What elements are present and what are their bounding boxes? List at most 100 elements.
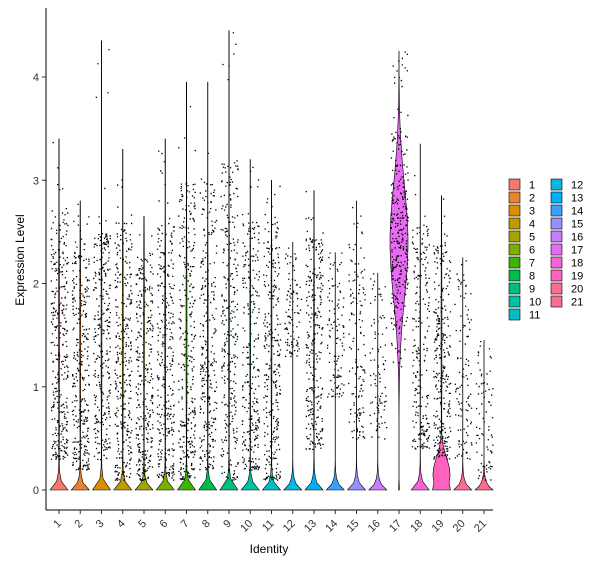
- violin-group-9: [219, 30, 239, 491]
- legend-item-7: 7: [508, 256, 535, 270]
- legend-item-15: 15: [550, 217, 583, 231]
- violin-group-2: [70, 200, 90, 491]
- x-tick-label: 7: [179, 518, 192, 531]
- legend-item-2: 2: [508, 191, 535, 205]
- x-axis-title: Identity: [250, 542, 289, 556]
- violin-group-11: [261, 179, 282, 491]
- y-tick-label: 1: [33, 382, 39, 394]
- legend-item-21: 21: [550, 295, 583, 309]
- legend-key-21: [550, 295, 563, 308]
- x-tick-label: 3: [94, 518, 107, 531]
- legend-label-18: 18: [571, 258, 583, 270]
- violin-group-3: [91, 40, 112, 491]
- legend-label-17: 17: [571, 245, 583, 257]
- legend-label-16: 16: [571, 232, 583, 244]
- legend-item-14: 14: [550, 204, 583, 218]
- violin-3: [91, 40, 112, 491]
- violin-group-7: [176, 81, 197, 491]
- y-axis-title: Expression Level: [13, 214, 27, 305]
- violin-group-10: [240, 159, 260, 491]
- legend-item-17: 17: [550, 243, 583, 257]
- legend-item-8: 8: [508, 269, 535, 283]
- legend-item-12: 12: [550, 178, 583, 192]
- violin-group-5: [134, 216, 154, 491]
- x-tick-label: 10: [238, 518, 255, 535]
- x-tick-label: 2: [73, 518, 86, 531]
- legend-key-1: [508, 178, 521, 191]
- jitter-points-18: [411, 175, 430, 450]
- x-tick-label: 18: [408, 518, 425, 535]
- legend-label-14: 14: [571, 206, 583, 218]
- legend-key-2: [508, 191, 521, 204]
- legend-label-9: 9: [529, 284, 535, 296]
- legend-key-6: [508, 243, 521, 256]
- legend-label-20: 20: [571, 284, 583, 296]
- legend-key-13: [550, 191, 563, 204]
- legend-key-9: [508, 282, 521, 295]
- violin-group-18: [410, 143, 430, 491]
- x-tick-label: 17: [387, 518, 404, 535]
- x-tick-label: 1: [51, 518, 64, 531]
- violin-2: [70, 200, 90, 491]
- x-tick-label: 9: [221, 518, 234, 531]
- legend-key-5: [508, 230, 521, 243]
- violin-group-21: [474, 339, 494, 491]
- violin-group-13: [304, 190, 324, 491]
- violin-group-14: [325, 252, 345, 491]
- legend-label-4: 4: [529, 219, 535, 231]
- violin-5: [134, 216, 154, 491]
- legend-item-18: 18: [550, 256, 583, 270]
- legend-item-20: 20: [550, 282, 583, 296]
- jitter-points-2: [71, 203, 90, 471]
- legend-item-13: 13: [550, 191, 583, 205]
- legend-item-5: 5: [508, 230, 535, 244]
- y-tick-label: 3: [33, 175, 39, 187]
- legend-label-1: 1: [529, 180, 535, 192]
- legend-key-18: [550, 256, 563, 269]
- legend-label-6: 6: [529, 245, 535, 257]
- violin-8: [198, 81, 218, 491]
- violin-18: [410, 143, 430, 491]
- jitter-points-1: [50, 141, 69, 461]
- x-tick-label: 6: [158, 518, 171, 531]
- x-tick-label: 16: [366, 518, 383, 535]
- x-tick-label: 4: [115, 518, 128, 531]
- jitter-points-4: [114, 179, 133, 481]
- legend-item-4: 4: [508, 217, 535, 231]
- y-tick-label: 0: [33, 485, 39, 497]
- legend-label-15: 15: [571, 219, 583, 231]
- violin-group-4: [113, 148, 133, 491]
- violin-12: [283, 241, 303, 491]
- legend-label-8: 8: [529, 271, 535, 283]
- violin-1: [49, 138, 69, 491]
- legend-key-20: [550, 282, 563, 295]
- legend-key-7: [508, 256, 521, 269]
- y-tick-label: 4: [33, 72, 39, 84]
- legend-item-9: 9: [508, 282, 535, 296]
- x-tick-label: 15: [344, 518, 361, 535]
- legend-key-15: [550, 217, 563, 230]
- legend-label-19: 19: [571, 271, 583, 283]
- plot-area: [49, 30, 494, 491]
- legend-key-8: [508, 269, 521, 282]
- jitter-points-15: [348, 206, 366, 440]
- legend-key-19: [550, 269, 563, 282]
- violin-group-20: [453, 257, 473, 491]
- legend-label-7: 7: [529, 258, 535, 270]
- jitter-points-7: [178, 106, 197, 481]
- x-tick-label: 12: [281, 518, 298, 535]
- jitter-points-21: [475, 341, 494, 481]
- violin-group-15: [346, 200, 367, 491]
- violin-21: [474, 339, 494, 491]
- legend-item-10: 10: [508, 295, 541, 309]
- jitter-points-9: [220, 32, 239, 481]
- x-tick-label: 21: [472, 518, 489, 535]
- violin-16: [368, 272, 388, 491]
- legend-label-12: 12: [571, 180, 583, 192]
- y-tick-label: 2: [33, 279, 39, 291]
- violin-group-1: [49, 138, 69, 491]
- x-tick-label: 14: [323, 518, 340, 535]
- jitter-points-12: [284, 247, 303, 358]
- violin-11: [261, 179, 282, 491]
- violin-9: [219, 30, 239, 491]
